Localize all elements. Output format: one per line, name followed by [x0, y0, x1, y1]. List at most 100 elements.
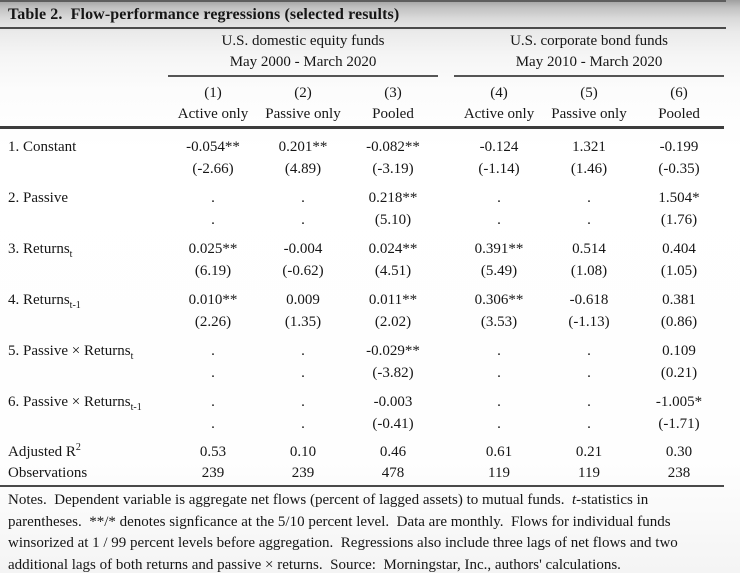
column-type: Active only [168, 104, 258, 129]
tstat-cell: (4.89) [284, 161, 322, 177]
row-label: 6. Passive × Returnst-1 [0, 384, 168, 413]
group-gap [438, 384, 454, 413]
note-text: winsorized at 1 / 99 percent levels befo… [8, 535, 678, 551]
row-label-empty [0, 158, 168, 180]
coef-cell: 0.009 [286, 292, 320, 308]
note-line: additional lags of both returns and pass… [8, 555, 728, 573]
tstat-cell: . [497, 416, 501, 432]
tstat-cell: . [497, 365, 501, 381]
column-number-row: (1) (2) (3) (4) (5) (6) [0, 76, 724, 104]
summary-label-text: Adjusted R [8, 444, 76, 460]
coef-cell: . [587, 190, 591, 206]
coef-cell: . [497, 190, 501, 206]
group-gap [438, 435, 454, 463]
row-label-text: 3. Returns [8, 241, 70, 257]
coef-cell: . [301, 394, 305, 410]
row-label-text: 6. Passive × Returns [8, 394, 131, 410]
coef-cell: . [497, 343, 501, 359]
column-number: (2) [294, 85, 312, 101]
row-label-empty [0, 362, 168, 384]
tstat-cell: . [211, 416, 215, 432]
group-gap [438, 180, 454, 209]
tstat-cell: (4.51) [374, 263, 412, 279]
column-number-spacer [0, 76, 168, 104]
tstat-cell: (2.26) [194, 314, 232, 330]
row-label-subscript: t-1 [130, 402, 142, 413]
row-label: 2. Passive [0, 180, 168, 209]
tstat-cell: . [301, 416, 305, 432]
summary-cell: 119 [454, 463, 545, 487]
tstat-cell: (-1.14) [478, 161, 520, 177]
coef-cell: 0.404 [662, 241, 696, 257]
summary-cell: 0.53 [199, 444, 227, 460]
group-period: May 2000 - March 2020 [229, 54, 377, 70]
coef-cell: 0.514 [572, 241, 606, 257]
tstat-cell: (5.49) [480, 263, 518, 279]
group-header-spacer [0, 31, 168, 76]
tstat-cell: (-1.71) [658, 416, 700, 432]
coef-cell: -0.029** [366, 343, 420, 359]
top-rule [0, 0, 726, 2]
note-italic-text: t [572, 492, 577, 508]
tstat-cell: . [301, 212, 305, 228]
table-row: 4. Returnst-1 0.010** 0.009 0.011** 0.306** -… [0, 282, 724, 311]
tstat-cell: . [211, 365, 215, 381]
coef-cell: 0.011** [368, 292, 418, 308]
table-row-tstats: .. (5.10).. (1.76) [0, 209, 724, 231]
summary-row: Adjusted R2 0.53 0.10 0.46 0.61 0.21 0.30 [0, 435, 724, 463]
note-text: -statistics in [576, 492, 649, 508]
coef-cell: . [587, 394, 591, 410]
column-type-row: Active only Passive only Pooled Active o… [0, 104, 725, 129]
row-label: 5. Passive × Returnst [0, 333, 168, 362]
summary-cell: 0.61 [485, 444, 513, 460]
coef-cell: 0.109 [662, 343, 696, 359]
column-number: (4) [490, 85, 508, 101]
coef-cell: -0.082** [366, 139, 420, 155]
column-type-spacer [0, 104, 168, 129]
tstat-cell: (6.19) [194, 263, 232, 279]
coef-cell: 0.306** [474, 292, 524, 308]
column-type: Pooled [348, 104, 439, 129]
coef-cell: 0.024** [368, 241, 418, 257]
table-row-tstats: .. (-3.82).. (0.21) [0, 362, 724, 384]
group-header-equity: U.S. domestic equity funds May 2000 - Ma… [168, 31, 439, 77]
row-label-text: 1. Constant [8, 139, 77, 155]
summary-cell: 239 [168, 463, 258, 487]
tstat-cell: (-1.13) [568, 314, 610, 330]
coef-cell: 0.201** [278, 139, 328, 155]
coef-cell: . [301, 190, 305, 206]
title-rule [0, 27, 726, 29]
summary-label: Adjusted R2 [0, 435, 168, 463]
tstat-cell: (-3.82) [372, 365, 414, 381]
table-row-tstats: .. (-0.41).. (-1.71) [0, 413, 724, 435]
note-text: additional lags of both returns and pass… [8, 556, 621, 573]
coef-cell: . [301, 343, 305, 359]
summary-cell: 239 [258, 463, 348, 487]
note-line: Notes. Dependent variable is aggregate n… [8, 490, 728, 512]
coef-cell: -0.618 [569, 292, 609, 308]
tstat-cell: (2.02) [374, 314, 412, 330]
tstat-cell: . [497, 212, 501, 228]
table-row: 5. Passive × Returnst.. -0.029**.. 0.109 [0, 333, 724, 362]
coef-cell: 0.010** [188, 292, 238, 308]
tstat-cell: (5.10) [374, 212, 412, 228]
group-header-row: U.S. domestic equity funds May 2000 - Ma… [0, 31, 725, 77]
coef-cell: . [497, 394, 501, 410]
tstat-cell: (1.05) [660, 263, 698, 279]
column-number: (5) [580, 85, 598, 101]
tstat-cell: . [587, 365, 591, 381]
tstat-cell: (1.76) [660, 212, 698, 228]
table-row: 2. Passive.. 0.218**.. 1.504* [0, 180, 724, 209]
group-gap [438, 282, 454, 311]
coef-cell: 0.391** [474, 241, 524, 257]
tstat-cell: (-0.41) [372, 416, 414, 432]
tstat-cell: (3.53) [480, 314, 518, 330]
summary-cell: 0.46 [379, 444, 407, 460]
coef-cell: -0.003 [373, 394, 413, 410]
table-row-tstats: (6.19) (-0.62) (4.51) (5.49) (1.08) (1.05) [0, 260, 724, 282]
row-label-empty [0, 413, 168, 435]
tstat-cell: (-2.66) [192, 161, 234, 177]
coef-cell: -1.005* [655, 394, 703, 410]
group-gap [438, 31, 454, 76]
tstat-cell: (1.08) [570, 263, 608, 279]
